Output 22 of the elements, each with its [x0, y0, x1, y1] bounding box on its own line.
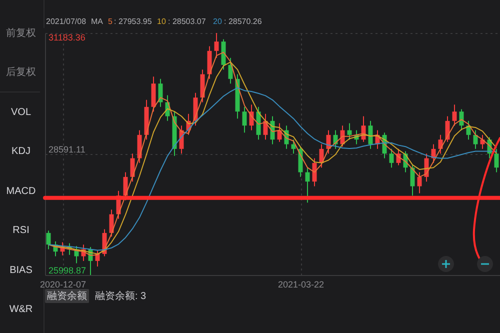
- text: W&R: [9, 304, 33, 315]
- x-tick-label: 2020-12-07: [40, 280, 86, 290]
- text: MA: [91, 17, 104, 26]
- text: 20: [213, 17, 222, 26]
- text: BIAS: [10, 265, 33, 276]
- text: 10: [157, 17, 166, 26]
- y-tick-label: 25998.87: [48, 266, 86, 276]
- text: 5: [108, 17, 113, 26]
- text: MACD: [6, 186, 36, 197]
- text: 2021/07/08: [46, 17, 87, 26]
- text: KDJ: [12, 146, 30, 157]
- x-tick-label: 2021-03-22: [278, 280, 324, 290]
- text: 前复权: [6, 27, 36, 39]
- text: RSI: [12, 225, 30, 236]
- y-tick-label: 31183.36: [48, 32, 86, 42]
- text: VOL: [10, 107, 32, 118]
- text: : 28503.07: [168, 17, 206, 26]
- text: : 28570.26: [224, 17, 262, 26]
- y-tick-label: 28591.11: [48, 144, 86, 154]
- text: : 27953.95: [114, 17, 152, 26]
- text: 后复权: [6, 66, 36, 78]
- text: 融资余额: 3: [95, 290, 147, 302]
